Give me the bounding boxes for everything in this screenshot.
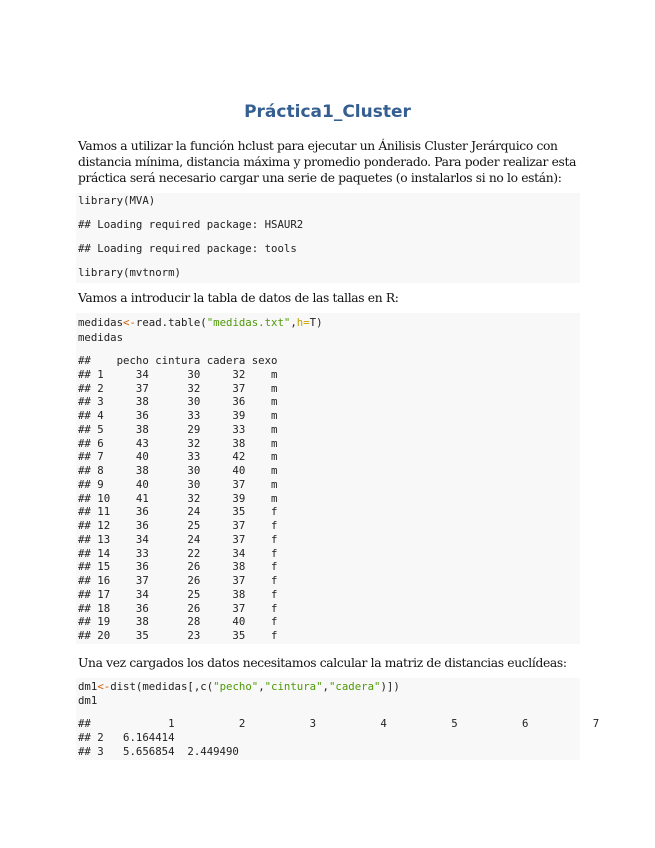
table-row: ## 3 38 30 36 m (78, 395, 278, 409)
string-literal: "cintura" (264, 680, 323, 693)
code-token: medidas (78, 316, 124, 329)
assign-operator: <- (97, 680, 111, 693)
output-line: ## Loading required package: tools (78, 242, 297, 255)
output-line: ## 2 6.164414 (78, 731, 175, 744)
table-row: ## 18 36 26 37 f (78, 601, 278, 615)
distance-paragraph: Una vez cargados los datos necesitamos c… (78, 656, 567, 670)
table-row: ## 9 40 30 37 m (78, 477, 278, 491)
code-token: , (290, 316, 297, 329)
table-row: ## 8 38 30 40 m (78, 464, 278, 477)
table-row: ## 2 37 32 37 m (78, 381, 278, 395)
table-row: ## 5 38 29 33 m (78, 422, 278, 436)
table-row: ## 17 34 25 38 f (78, 587, 278, 601)
table-row: ## 16 37 26 37 f (78, 574, 278, 587)
table-header: ## pecho cintura cadera sexo (78, 354, 278, 367)
table-row: ## 10 41 32 39 m (78, 491, 278, 505)
table-row: ## 14 33 22 34 f (78, 546, 278, 560)
table-row: ## 7 40 33 42 m (78, 450, 278, 464)
string-literal: "medidas.txt" (206, 316, 291, 329)
code-line: library(MVA) (78, 194, 156, 207)
code-token: , (258, 680, 265, 693)
code-line: dm1<-dist(medidas[,c("pecho","cintura","… (78, 680, 400, 694)
intro-paragraph: Vamos a utilizar la función hclust para … (78, 139, 577, 185)
output-line: ## 1 2 3 4 5 6 7 (78, 717, 600, 730)
table-row: ## 13 34 24 37 f (78, 532, 278, 546)
code-line: medidas (78, 331, 124, 344)
table-row: ## 11 36 24 35 f (78, 505, 278, 519)
code-token: read.table( (135, 316, 207, 329)
table-row: ## 4 36 33 39 m (78, 409, 278, 422)
table-row: ## 1 34 30 32 m (78, 367, 278, 381)
output-line: ## Loading required package: HSAUR2 (78, 218, 304, 231)
code-token: )]) (380, 680, 400, 693)
code-token: , (322, 680, 329, 693)
code-line: library(mvtnorm) (78, 266, 181, 279)
output-line: ## 3 5.656854 2.449490 (78, 745, 239, 758)
assign-operator: <- (123, 316, 136, 329)
argument-name: h= (296, 316, 310, 329)
code-block-libraries: library(MVA) ## Loading required package… (76, 193, 580, 283)
code-block-read-table: medidas<-read.table("medidas.txt",h=T) m… (76, 313, 580, 644)
table-row: ## 20 35 23 35 f (78, 629, 278, 642)
page-title: Práctica1_Cluster (244, 102, 411, 122)
code-line: medidas<-read.table("medidas.txt",h=T) (78, 316, 323, 330)
code-token: T) (309, 316, 323, 329)
code-token: dm1 (78, 680, 98, 693)
code-line: dm1 (78, 694, 98, 707)
code-token: dist(medidas[,c( (110, 680, 214, 693)
table-row: ## 19 38 28 40 f (78, 615, 278, 629)
table-row: ## 6 43 32 38 m (78, 436, 278, 450)
code-block-dist: dm1<-dist(medidas[,c("pecho","cintura","… (76, 678, 599, 760)
table-row: ## 15 36 26 38 f (78, 560, 278, 574)
string-literal: "cadera" (328, 680, 381, 693)
string-literal: "pecho" (213, 680, 259, 693)
table-row: ## 12 36 25 37 f (78, 519, 278, 532)
data-paragraph: Vamos a introducir la tabla de datos de … (78, 291, 399, 305)
